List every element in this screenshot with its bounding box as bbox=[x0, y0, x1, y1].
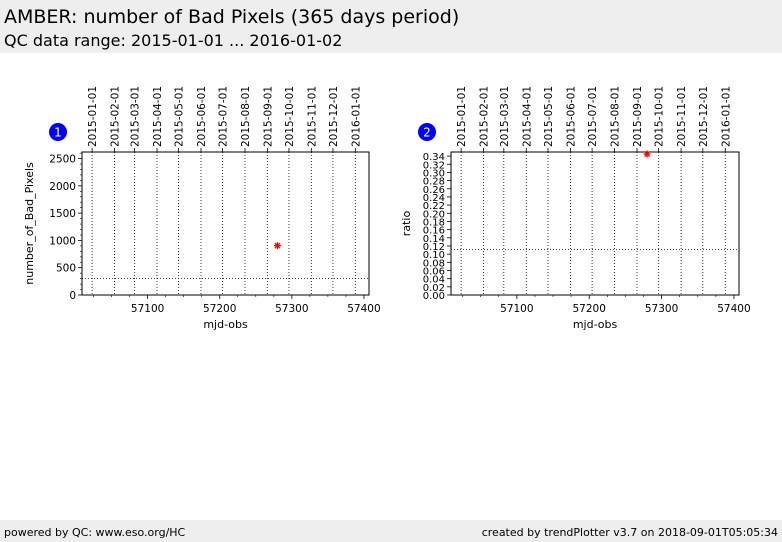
y-axis-label: number_of_Bad_Pixels bbox=[23, 162, 36, 285]
marker-stroke bbox=[274, 242, 281, 249]
y-tick-label: 0.32 bbox=[423, 160, 445, 171]
report-footer: powered by QC: www.eso.org/HC created by… bbox=[0, 520, 782, 542]
panel-badge-circle bbox=[49, 123, 67, 141]
x-tick-label: 57200 bbox=[203, 303, 236, 315]
top-tick-label: 2015-09-01 bbox=[262, 86, 274, 147]
top-tick-label: 2015-10-01 bbox=[284, 86, 296, 147]
y-tick-label: 0.10 bbox=[423, 250, 445, 261]
x-tick-label: 57100 bbox=[500, 303, 533, 315]
chart-panel-1: 2015-01-01 2015-02-01 2015-03-01 2015-04-01… bbox=[23, 86, 381, 331]
y-tick-label: 2000 bbox=[49, 181, 76, 193]
y-tick-label: 0.34 bbox=[423, 152, 445, 163]
marker-stroke bbox=[644, 151, 651, 158]
top-tick-label: 2016-01-01 bbox=[720, 86, 732, 147]
x-tick-label: 57300 bbox=[275, 303, 308, 315]
report-header: AMBER: number of Bad Pixels (365 days pe… bbox=[0, 0, 782, 53]
y-tick-label: 0.02 bbox=[423, 283, 445, 294]
top-tick-label: 2015-08-01 bbox=[610, 86, 622, 147]
y-tick-label: 0.06 bbox=[423, 266, 445, 277]
data-point bbox=[273, 242, 281, 250]
top-tick-label: 2016-01-01 bbox=[350, 86, 362, 147]
top-tick-label: 2015-02-01 bbox=[109, 86, 121, 147]
x-axis-label: mjd-obs bbox=[573, 318, 618, 331]
panel-badge-number: 1 bbox=[54, 126, 62, 140]
top-tick-label: 2015-11-01 bbox=[676, 86, 688, 147]
top-tick-label: 2015-01-01 bbox=[87, 86, 99, 147]
y-tick-label: 0.00 bbox=[423, 291, 445, 302]
page-title: AMBER: number of Bad Pixels (365 days pe… bbox=[4, 6, 460, 28]
top-tick-label: 2015-08-01 bbox=[240, 86, 252, 147]
y-tick-label: 1000 bbox=[49, 235, 76, 247]
y-tick-label: 0.08 bbox=[423, 258, 445, 269]
chart-panel-2: 2015-01-01 2015-02-01 2015-03-01 2015-04-01… bbox=[400, 86, 751, 331]
x-tick-label: 57300 bbox=[645, 303, 678, 315]
y-tick-label: 0.16 bbox=[423, 226, 445, 237]
x-tick-label: 57100 bbox=[131, 303, 164, 315]
top-tick-label: 2015-02-01 bbox=[479, 86, 491, 147]
y-tick-label: 0 bbox=[69, 290, 76, 302]
top-tick-label: 2015-05-01 bbox=[543, 86, 555, 147]
axes-frame bbox=[81, 151, 370, 296]
top-tick-label: 2015-04-01 bbox=[521, 86, 533, 147]
y-tick-label: 0.20 bbox=[423, 209, 445, 220]
top-tick-label: 2015-12-01 bbox=[328, 86, 340, 147]
y-tick-label: 0.26 bbox=[423, 185, 445, 196]
panel-badge-circle bbox=[418, 123, 436, 141]
x-tick-label: 57400 bbox=[347, 303, 380, 315]
top-tick-label: 2015-07-01 bbox=[218, 86, 230, 147]
y-tick-label: 0.24 bbox=[423, 193, 445, 204]
top-tick-label: 2015-10-01 bbox=[654, 86, 666, 147]
top-tick-label: 2015-07-01 bbox=[587, 86, 599, 147]
powered-by-text: powered by QC: www.eso.org/HC bbox=[4, 526, 186, 539]
x-tick-label: 57200 bbox=[573, 303, 606, 315]
y-tick-label: 500 bbox=[56, 263, 76, 275]
top-tick-label: 2015-09-01 bbox=[632, 86, 644, 147]
top-tick-label: 2015-06-01 bbox=[196, 86, 208, 147]
y-tick-label: 0.28 bbox=[423, 177, 445, 188]
top-tick-label: 2015-05-01 bbox=[174, 86, 186, 147]
y-tick-label: 0.12 bbox=[423, 242, 445, 253]
data-range-subtitle: QC data range: 2015-01-01 ... 2016-01-02 bbox=[4, 31, 343, 50]
top-tick-label: 2015-04-01 bbox=[152, 86, 164, 147]
top-tick-label: 2015-01-01 bbox=[456, 86, 468, 147]
x-axis-label: mjd-obs bbox=[203, 318, 248, 331]
y-tick-label: 0.22 bbox=[423, 201, 445, 212]
top-tick-label: 2015-03-01 bbox=[499, 86, 511, 147]
top-tick-label: 2015-11-01 bbox=[306, 86, 318, 147]
panel-badge-number: 2 bbox=[423, 126, 431, 140]
y-tick-label: 1500 bbox=[49, 208, 76, 220]
x-tick-label: 57400 bbox=[717, 303, 750, 315]
top-tick-label: 2015-06-01 bbox=[565, 86, 577, 147]
data-point bbox=[643, 150, 651, 158]
created-by-text: created by trendPlotter v3.7 on 2018-09-… bbox=[481, 526, 778, 539]
axes-frame bbox=[450, 151, 740, 296]
y-axis-label: ratio bbox=[400, 211, 413, 237]
y-tick-label: 0.30 bbox=[423, 168, 445, 179]
top-tick-label: 2015-03-01 bbox=[130, 86, 142, 147]
top-tick-label: 2015-12-01 bbox=[698, 86, 710, 147]
y-tick-label: 2500 bbox=[49, 154, 76, 166]
y-tick-label: 0.18 bbox=[423, 217, 445, 228]
y-tick-label: 0.14 bbox=[423, 234, 445, 245]
y-tick-label: 0.04 bbox=[423, 275, 445, 286]
